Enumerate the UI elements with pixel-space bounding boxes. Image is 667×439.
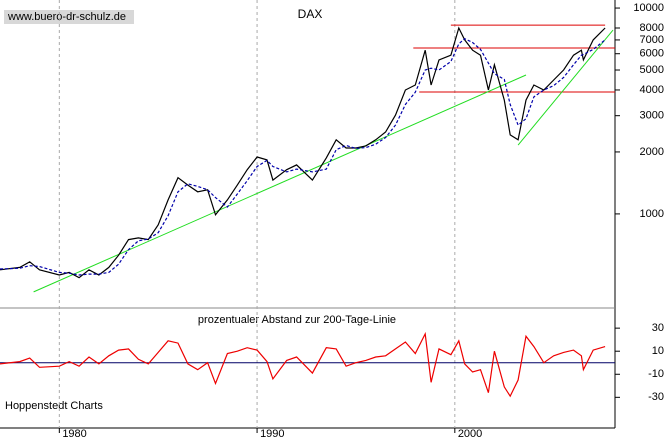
y-tick-label: 10 — [652, 345, 664, 357]
x-tick-label: 1980 — [62, 428, 86, 439]
trend-line — [517, 29, 614, 146]
y-tick-label: 1000 — [640, 208, 664, 220]
y-tick-label: 10000 — [633, 2, 664, 14]
trend-line — [33, 74, 527, 293]
source-box — [4, 10, 134, 24]
series-line — [0, 26, 606, 279]
x-tick-label: 2000 — [458, 428, 482, 439]
source: www.buero-dr-schulz.de — [7, 11, 126, 23]
y-tick-label: 8000 — [640, 22, 664, 34]
y-tick-label: -10 — [648, 368, 664, 380]
y-tick-label: 6000 — [640, 48, 664, 60]
y-tick-label: 7000 — [640, 34, 664, 46]
panel-title: prozentualer Abstand zur 200-Tage-Linie — [198, 314, 396, 326]
y-tick-label: 3000 — [640, 110, 664, 122]
y-tick-label: 30 — [652, 322, 664, 334]
note: Hoppenstedt Charts — [5, 400, 103, 412]
x-tick-label: 1990 — [260, 428, 284, 439]
series-line — [0, 331, 606, 398]
chart-title: DAX — [298, 7, 323, 21]
y-tick-label: 5000 — [640, 64, 664, 76]
y-tick-label: 4000 — [640, 84, 664, 96]
series-line — [0, 37, 606, 276]
y-tick-label: 2000 — [640, 146, 664, 158]
y-tick-label: -30 — [648, 391, 664, 403]
